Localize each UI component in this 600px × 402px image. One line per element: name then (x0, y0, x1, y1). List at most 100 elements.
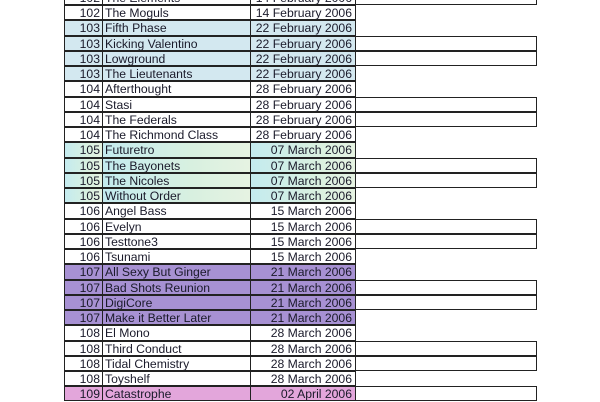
table-row: 104 The Federals 28 February 2006 (64, 111, 537, 128)
table-row: 108 El Mono 28 March 2006 (64, 325, 537, 341)
table-row: 106 Tsunami 15 March 2006 (64, 249, 537, 265)
row-number: 104 (64, 127, 103, 143)
show-date: 28 February 2006 (250, 96, 356, 112)
table-row: 106 Angel Bass 15 March 2006 (64, 203, 537, 219)
show-date: 07 March 2006 (250, 142, 356, 158)
table-row: 105 Futuretro 07 March 2006 (64, 142, 537, 158)
empty-notes-cell (355, 386, 537, 402)
row-number: 106 (64, 233, 103, 250)
band-name: Testtone3 (102, 233, 251, 250)
table-row: 107 All Sexy But Ginger 21 March 2006 (64, 264, 537, 280)
band-name: Stasi (102, 96, 251, 112)
empty-notes-cell (355, 50, 537, 67)
show-date: 22 February 2006 (250, 66, 356, 82)
table-row: 103 Fifth Phase 22 February 2006 (64, 20, 537, 36)
row-number: 105 (64, 172, 103, 189)
row-number: 106 (64, 203, 103, 219)
table-row: 103 The Lieutenants 22 February 2006 (64, 66, 537, 82)
show-date: 22 February 2006 (250, 35, 356, 51)
band-name: DigiCore (102, 294, 251, 311)
show-date: 28 February 2006 (250, 127, 356, 143)
show-date: 28 February 2006 (250, 81, 356, 97)
band-name: Toyshelf (102, 371, 251, 387)
band-name: The Richmond Class (102, 127, 251, 143)
band-name: The Federals (102, 111, 251, 128)
band-name: Make it Better Later (102, 310, 251, 326)
row-number: 105 (64, 157, 103, 173)
band-name: El Mono (102, 325, 251, 341)
row-number: 104 (64, 96, 103, 112)
table-row: 107 Make it Better Later 21 March 2006 (64, 310, 537, 326)
band-name: The Bayonets (102, 157, 251, 173)
table-row: 107 DigiCore 21 March 2006 (64, 294, 537, 311)
show-date: 28 February 2006 (250, 111, 356, 128)
show-date: 28 March 2006 (250, 355, 356, 371)
empty-notes-cell (355, 35, 537, 51)
row-number: 102 (64, 5, 103, 21)
table-row: 105 The Bayonets 07 March 2006 (64, 157, 537, 173)
table-row: 105 Without Order 07 March 2006 (64, 188, 537, 204)
table-row: 106 Testtone3 15 March 2006 (64, 233, 537, 250)
show-date: 21 March 2006 (250, 264, 356, 280)
show-date: 07 March 2006 (250, 188, 356, 204)
table-row: 107 Bad Shots Reunion 21 March 2006 (64, 279, 537, 295)
empty-notes-cell (355, 111, 537, 128)
row-number: 103 (64, 20, 103, 36)
table-row: 104 The Richmond Class 28 February 2006 (64, 127, 537, 143)
row-number: 107 (64, 279, 103, 295)
show-date: 28 March 2006 (250, 325, 356, 341)
table-row: 106 Evelyn 15 March 2006 (64, 218, 537, 234)
row-number: 103 (64, 50, 103, 67)
band-name: Angel Bass (102, 203, 251, 219)
band-name: Kicking Valentino (102, 35, 251, 51)
table-row: 108 Tidal Chemistry 28 March 2006 (64, 355, 537, 371)
row-number: 109 (64, 386, 103, 402)
table-row: 104 Stasi 28 February 2006 (64, 96, 537, 112)
empty-notes-cell (355, 218, 537, 234)
band-name: The Moguls (102, 5, 251, 21)
show-date: 07 March 2006 (250, 172, 356, 189)
show-date: 15 March 2006 (250, 249, 356, 265)
show-date: 07 March 2006 (250, 157, 356, 173)
row-number: 106 (64, 249, 103, 265)
table-row: 102 The Moguls 14 February 2006 (64, 5, 537, 21)
empty-notes-cell (355, 0, 537, 6)
row-number: 108 (64, 325, 103, 341)
band-name: Tidal Chemistry (102, 355, 251, 371)
table-row: 108 Toyshelf 28 March 2006 (64, 371, 537, 387)
band-name: Third Conduct (102, 340, 251, 356)
band-name: Bad Shots Reunion (102, 279, 251, 295)
row-number: 108 (64, 355, 103, 371)
band-name: The Nicoles (102, 172, 251, 189)
row-number: 108 (64, 340, 103, 356)
band-name: Tsunami (102, 249, 251, 265)
table-row: 103 Lowground 22 February 2006 (64, 50, 537, 67)
show-date: 02 April 2006 (250, 386, 356, 402)
show-date: 22 February 2006 (250, 20, 356, 36)
show-date: 28 March 2006 (250, 340, 356, 356)
band-name: Evelyn (102, 218, 251, 234)
show-date: 28 March 2006 (250, 371, 356, 387)
empty-notes-cell (355, 294, 537, 311)
row-number: 103 (64, 66, 103, 82)
row-number: 104 (64, 81, 103, 97)
band-name: The Lieutenants (102, 66, 251, 82)
table-row: 103 Kicking Valentino 22 February 2006 (64, 35, 537, 51)
table-row: 104 Afterthought 28 February 2006 (64, 81, 537, 97)
show-date: 14 February 2006 (250, 5, 356, 21)
band-name: Futuretro (102, 142, 251, 158)
empty-notes-cell (355, 340, 537, 356)
row-number: 105 (64, 142, 103, 158)
band-name: Afterthought (102, 81, 251, 97)
show-date: 21 March 2006 (250, 279, 356, 295)
show-date: 21 March 2006 (250, 294, 356, 311)
table-row: 105 The Nicoles 07 March 2006 (64, 172, 537, 189)
row-number: 107 (64, 294, 103, 311)
row-number: 103 (64, 35, 103, 51)
empty-notes-cell (355, 279, 537, 295)
row-number: 105 (64, 188, 103, 204)
row-number: 107 (64, 264, 103, 280)
show-date: 21 March 2006 (250, 310, 356, 326)
show-date: 15 March 2006 (250, 203, 356, 219)
